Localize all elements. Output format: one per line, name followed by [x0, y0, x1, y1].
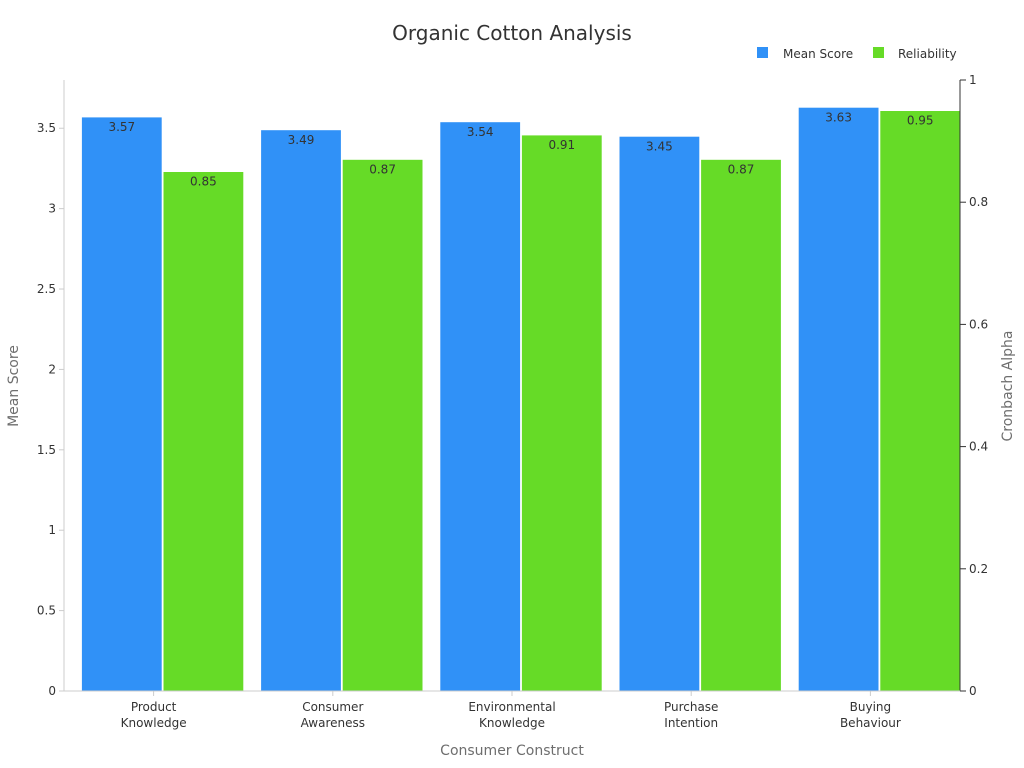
x-tick-label: Environmental	[468, 700, 555, 714]
x-tick-label: Knowledge	[121, 716, 187, 730]
x-tick-label: Intention	[664, 716, 718, 730]
data-label: 0.87	[369, 162, 396, 176]
bar-mean-score-2	[439, 121, 521, 692]
right-tick-label: 0	[969, 684, 977, 698]
left-tick-label: 1	[48, 523, 56, 537]
data-label: 3.54	[467, 125, 494, 139]
x-axis: Product Knowledge Consumer Awareness Environ…	[64, 690, 960, 730]
bar-mean-score-1	[260, 129, 342, 692]
bar-reliability-2	[521, 134, 603, 692]
left-y-axis: 0 0.5 1 1.5 2 2.5 3 3.5	[37, 80, 65, 698]
right-tick-label: 0.4	[969, 440, 988, 454]
bar-mean-score-3	[618, 135, 701, 692]
bar-reliability-0	[162, 171, 245, 692]
legend-swatch-mean-score	[757, 47, 768, 58]
left-tick-label: 2.5	[37, 282, 56, 296]
right-y-axis: 0 0.2 0.4 0.6 0.8 1	[959, 73, 988, 698]
bar-reliability-3	[700, 158, 782, 692]
bar-mean-score-0	[81, 116, 163, 692]
right-tick-label: 1	[969, 73, 977, 87]
x-tick-label: Knowledge	[479, 716, 545, 730]
data-label: 3.57	[108, 120, 135, 134]
left-tick-label: 0.5	[37, 604, 56, 618]
left-tick-label: 0	[48, 684, 56, 698]
data-label: 3.63	[825, 110, 852, 124]
x-tick-label: Consumer	[302, 700, 363, 714]
left-tick-label: 2	[48, 362, 56, 376]
bar-reliability-1	[341, 158, 424, 692]
left-tick-label: 3.5	[37, 121, 56, 135]
data-label: 3.45	[646, 139, 673, 153]
legend-label-reliability: Reliability	[898, 47, 957, 61]
chart-title: Organic Cotton Analysis	[392, 21, 632, 45]
x-tick-label: Behaviour	[840, 716, 901, 730]
x-tick-label: Awareness	[301, 716, 365, 730]
data-label: 0.87	[728, 162, 755, 176]
data-label: 3.49	[288, 133, 315, 147]
data-label: 0.85	[190, 175, 217, 189]
right-tick-label: 0.2	[969, 562, 988, 576]
left-y-axis-title: Mean Score	[6, 345, 22, 427]
x-tick-label: Buying	[850, 700, 892, 714]
legend-swatch-reliability	[873, 47, 884, 58]
x-tick-label: Product	[131, 700, 177, 714]
bar-reliability-4	[879, 110, 961, 692]
right-y-axis-title: Cronbach Alpha	[1000, 331, 1016, 442]
left-tick-label: 3	[48, 202, 56, 216]
x-tick-label: Purchase	[664, 700, 719, 714]
right-tick-label: 0.6	[969, 317, 988, 331]
right-tick-label: 0.8	[969, 195, 988, 209]
legend: Mean Score Reliability	[757, 47, 957, 61]
legend-label-mean-score: Mean Score	[783, 47, 853, 61]
bar-mean-score-4	[797, 106, 880, 692]
left-tick-label: 1.5	[37, 443, 56, 457]
data-label: 0.91	[548, 138, 575, 152]
plot-area: 3.57 3.49 3.54 3.45 3.63 0.85 0.87 0.91 0.87 0.95	[81, 106, 961, 692]
data-label: 0.95	[907, 114, 934, 128]
x-axis-title: Consumer Construct	[440, 743, 584, 759]
